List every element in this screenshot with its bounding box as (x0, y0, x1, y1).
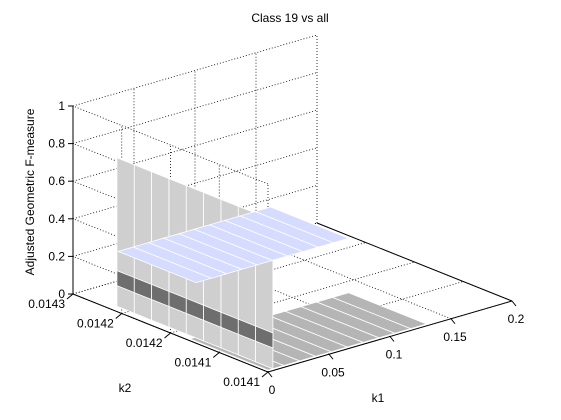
y-tick-mark (212, 352, 220, 358)
x-tick-mark (328, 353, 334, 360)
y-axis-label: k2 (119, 381, 132, 395)
x-tick-mark (511, 300, 517, 307)
grid-line-back-z (72, 222, 318, 295)
grid-line-back-z (72, 109, 318, 182)
y-tick-label: 0.0141 (223, 375, 260, 389)
x-tick-mark (267, 371, 273, 378)
x-tick-mark (389, 336, 395, 342)
y-tick-mark (261, 371, 269, 378)
grid-line-back-z (72, 185, 318, 257)
surface-wall-dark (116, 270, 135, 294)
x-tick-label: 0.05 (321, 365, 345, 379)
grid-line-back-z (72, 34, 318, 107)
grid-line-floor-x (194, 258, 391, 337)
y-tick-mark (115, 313, 123, 319)
y-tick-mark (66, 293, 74, 300)
x-axis-label: k1 (372, 391, 385, 405)
axes-frame (66, 105, 517, 378)
surface-high-strip (254, 206, 350, 244)
x-tick-label: 0.15 (443, 330, 467, 344)
x-tick-label: 0 (269, 383, 276, 397)
z-tick-label: 0.4 (48, 212, 65, 226)
y-tick-label: 0.0141 (175, 356, 212, 370)
grid-line-floor-x (255, 240, 452, 320)
z-tick-label: 0.6 (48, 174, 65, 188)
tick-labels: 0 0.05 0.1 0.15 0.2 0.0141 0.0141 0.0142 0.0142 0… (28, 99, 524, 397)
y-tick-label: 0.0142 (77, 317, 114, 331)
grid-line-back-z (72, 72, 318, 144)
surface-low-strip (331, 292, 428, 330)
grid-line-back-z (72, 147, 318, 220)
y-axis-line (316, 222, 513, 302)
x-tick-label: 0.2 (508, 312, 525, 326)
y-tick-label: 0.0142 (126, 336, 163, 350)
chart-title: Class 19 vs all (251, 11, 328, 25)
y-tick-label: 0.0143 (28, 297, 65, 311)
x-tick-label: 0.1 (386, 348, 403, 362)
y-tick-mark (164, 332, 171, 339)
z-tick-label: 0.2 (48, 249, 65, 263)
z-tick-label: 0 (58, 287, 65, 301)
z-tick-label: 0.8 (48, 137, 65, 151)
surface-layer (116, 157, 428, 371)
z-tick-label: 1 (58, 99, 65, 113)
x-tick-mark (450, 318, 456, 325)
grid-line-left-z (72, 105, 269, 185)
z-axis-label: Adjusted Geometric F-measure (23, 108, 37, 275)
